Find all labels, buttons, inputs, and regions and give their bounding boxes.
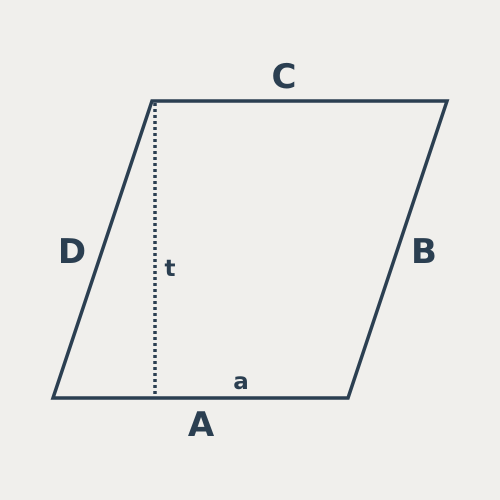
base-segment-label-a: a (233, 369, 249, 395)
side-label-a: A (188, 405, 215, 445)
side-label-b: B (411, 232, 437, 272)
parallelogram-outline (50, 99, 450, 400)
side-label-c: C (272, 57, 297, 97)
height-label-t: t (165, 256, 176, 282)
side-label-d: D (58, 232, 86, 272)
